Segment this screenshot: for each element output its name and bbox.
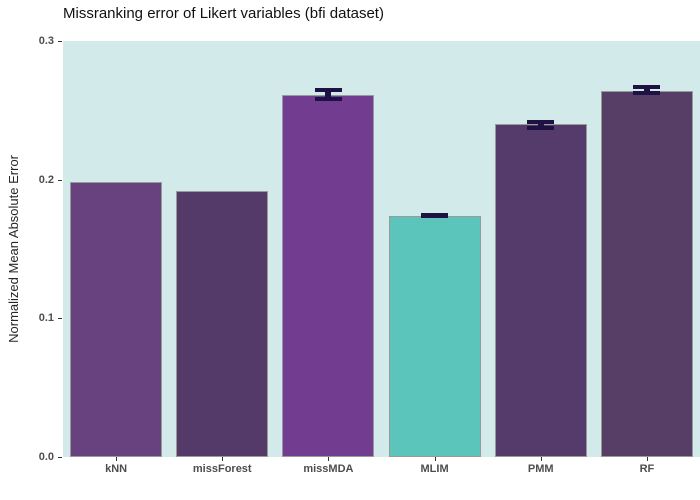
y-axis-title-wrap: Normalized Mean Absolute Error <box>2 41 24 457</box>
bar-RF <box>600 90 693 457</box>
x-tick-label-MLIM: MLIM <box>420 463 449 475</box>
error-bar-stem <box>537 120 544 130</box>
error-bar-cap-bottom <box>421 214 449 219</box>
error-bar-cap-bottom <box>314 96 342 101</box>
bar-missMDA <box>282 95 375 457</box>
y-tick-label: 0.2 <box>38 173 54 186</box>
y-tick-mark <box>58 179 62 181</box>
x-tick-mark <box>434 457 436 461</box>
error-bar-RF <box>633 85 661 96</box>
error-bar-stem <box>325 88 332 101</box>
bar-kNN <box>70 182 163 457</box>
x-tick-mark <box>646 457 648 461</box>
bar-missForest <box>176 190 269 457</box>
error-bar-MLIM <box>421 212 449 219</box>
x-tick-label-PMM: PMM <box>527 463 554 475</box>
chart-title: Missranking error of Likert variables (b… <box>63 5 384 22</box>
error-bar-missMDA <box>314 88 342 101</box>
plot-panel <box>63 41 700 457</box>
x-tick-mark <box>222 457 224 461</box>
error-bar-stem <box>643 85 650 96</box>
bar-MLIM <box>388 215 481 457</box>
x-tick-label-missMDA: missMDA <box>303 463 354 475</box>
y-tick-mark <box>58 457 62 458</box>
y-tick-label: 0.1 <box>38 312 54 325</box>
y-tick-label: 0.3 <box>38 35 54 47</box>
x-tick-label-RF: RF <box>639 463 655 475</box>
y-tick-mark <box>58 41 62 42</box>
bar-PMM <box>494 124 587 457</box>
x-tick-mark <box>116 457 118 461</box>
x-tick-mark <box>328 457 330 461</box>
error-bar-PMM <box>527 120 555 130</box>
y-tick-mark <box>58 318 62 320</box>
x-tick-label-kNN: kNN <box>105 463 128 475</box>
error-bar-cap-bottom <box>527 125 555 130</box>
error-bar-cap-bottom <box>633 91 661 96</box>
x-tick-mark <box>540 457 542 461</box>
x-tick-label-missForest: missForest <box>192 463 252 475</box>
y-tick-label: 0.0 <box>38 451 54 463</box>
